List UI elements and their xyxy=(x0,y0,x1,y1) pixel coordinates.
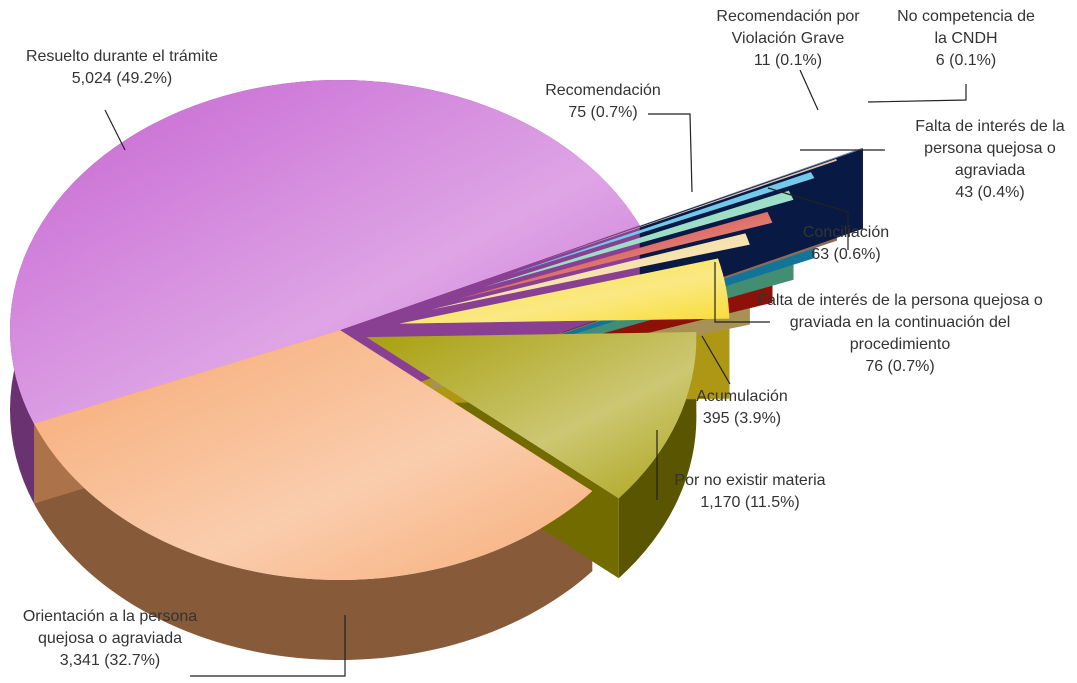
leader-line xyxy=(190,615,346,677)
leader-line xyxy=(867,84,967,103)
value-label: 395 (3.9%) xyxy=(702,410,782,427)
value-label: 11 (0.1%) xyxy=(753,52,823,69)
slice-shine xyxy=(562,147,863,253)
leader-line xyxy=(104,109,126,151)
value-label: 43 (0.4%) xyxy=(955,184,1025,201)
value-label: 3,341 (32.7%) xyxy=(59,652,161,669)
leader-line xyxy=(799,69,819,111)
slice-shine xyxy=(10,80,640,424)
slice-label: Recomendación 75 (0.7%) xyxy=(523,80,683,124)
slice-shine xyxy=(366,332,697,499)
leader-line xyxy=(648,113,693,193)
category-name: Conciliación xyxy=(802,224,890,241)
slice-shine xyxy=(431,233,750,310)
slice-side xyxy=(34,423,593,661)
category-name: Por no existir materia xyxy=(674,472,826,489)
value-label: 63 (0.6%) xyxy=(811,246,881,263)
leader-line xyxy=(714,262,770,323)
slice-shine xyxy=(484,190,794,287)
slice-shine xyxy=(535,159,837,263)
slice-label: Orientación a la persona quejosa o agrav… xyxy=(0,606,220,672)
category-name: Recomendación xyxy=(545,82,661,99)
category-name: Falta de interés de la persona quejosa o… xyxy=(757,292,1043,353)
slice-shine xyxy=(509,172,815,275)
category-name: Orientación a la persona quejosa o agrav… xyxy=(22,608,198,647)
slice-label: Acumulación 395 (3.9%) xyxy=(672,386,812,430)
leader-line xyxy=(701,335,731,385)
category-name: Acumulación xyxy=(696,388,788,405)
value-label: 1,170 (11.5%) xyxy=(700,494,800,511)
slice-shine xyxy=(34,330,593,580)
category-name: Falta de interés de la persona quejosa o… xyxy=(915,118,1065,179)
category-name: Recomendación por Violación Grave xyxy=(716,8,860,47)
value-label: 76 (0.7%) xyxy=(865,358,935,375)
slice-shine xyxy=(458,211,773,300)
slice-label: Resuelto durante el trámite 5,024 (49.2%) xyxy=(0,46,257,90)
slice-label: Por no existir materia 1,170 (11.5%) xyxy=(650,470,850,514)
slice-label: Recomendación por Violación Grave 11 (0.1… xyxy=(693,6,883,72)
value-label: 6 (0.1%) xyxy=(935,52,997,69)
slice-label: Conciliación 63 (0.6%) xyxy=(766,222,926,266)
leader-line xyxy=(767,187,849,250)
slice-label: No competencia de la CNDH 6 (0.1%) xyxy=(896,6,1036,72)
slice-label: Falta de interés de la persona quejosa o… xyxy=(890,116,1077,204)
category-name: Resuelto durante el trámite xyxy=(25,48,219,65)
value-label: 5,024 (49.2%) xyxy=(71,70,173,87)
slice-shine xyxy=(399,258,730,324)
value-label: 75 (0.7%) xyxy=(568,104,638,121)
slice-label: Falta de interés de la persona quejosa o… xyxy=(755,290,1045,378)
category-name: No competencia de la CNDH xyxy=(897,8,1035,47)
